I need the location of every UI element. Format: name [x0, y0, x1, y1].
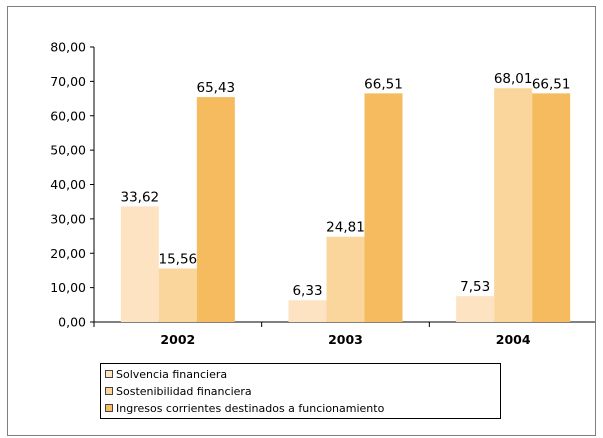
- bar: [158, 268, 197, 322]
- bars: [120, 88, 571, 322]
- legend-label: Sostenibilidad financiera: [116, 384, 252, 398]
- bar: [196, 97, 235, 322]
- bar: [456, 296, 495, 322]
- legend-item-sostenibilidad: Sostenibilidad financiera: [105, 383, 252, 399]
- y-axis: 0,00 10,00 20,00 30,00 40,00 50,00 60,00 70,00 8…: [50, 40, 95, 330]
- x-axis: 2002 2003 2004: [93, 321, 595, 347]
- y-tick-label: 80,00: [50, 40, 86, 55]
- data-label: 66,51: [364, 76, 403, 92]
- y-tick-label: 0,00: [58, 315, 86, 330]
- legend-item-solvencia: Solvencia financiera: [105, 366, 227, 382]
- bar: [120, 206, 159, 322]
- category-label: 2002: [160, 332, 195, 347]
- legend-label: Ingresos corrientes destinados a funcion…: [116, 401, 385, 415]
- y-tick-label: 60,00: [50, 108, 86, 123]
- data-label: 6,33: [292, 283, 322, 299]
- bar: [288, 300, 327, 322]
- legend-item-ingresos: Ingresos corrientes destinados a funcion…: [105, 400, 384, 416]
- y-tick-label: 70,00: [50, 74, 86, 89]
- chart-frame: 0,00 10,00 20,00 30,00 40,00 50,00 60,00 70,00 8…: [7, 6, 596, 436]
- data-label: 15,56: [159, 252, 198, 268]
- bar: [494, 88, 533, 322]
- data-label: 66,51: [532, 76, 571, 92]
- y-tick-label: 50,00: [50, 143, 86, 158]
- y-tick-label: 40,00: [50, 177, 86, 192]
- y-tick-label: 10,00: [50, 280, 86, 295]
- data-label: 7,53: [460, 279, 490, 295]
- category-label: 2004: [496, 332, 531, 347]
- y-tick-label: 30,00: [50, 211, 86, 226]
- bar: [326, 236, 365, 322]
- legend-label: Solvencia financiera: [116, 367, 228, 381]
- data-label: 65,43: [197, 80, 236, 96]
- data-label: 24,81: [326, 220, 365, 236]
- legend-swatch: [105, 387, 113, 395]
- data-label: 33,62: [121, 189, 160, 205]
- y-tick-label: 20,00: [50, 246, 86, 261]
- category-label: 2003: [328, 332, 363, 347]
- bar: [532, 93, 571, 322]
- bar-chart: 0,00 10,00 20,00 30,00 40,00 50,00 60,00 70,00 8…: [50, 40, 595, 347]
- legend-swatch: [105, 404, 113, 412]
- legend-swatch: [105, 370, 113, 378]
- data-label: 68,01: [494, 71, 533, 87]
- legend: Solvencia financiera Sostenibilidad fina…: [100, 363, 501, 419]
- bar: [364, 93, 403, 322]
